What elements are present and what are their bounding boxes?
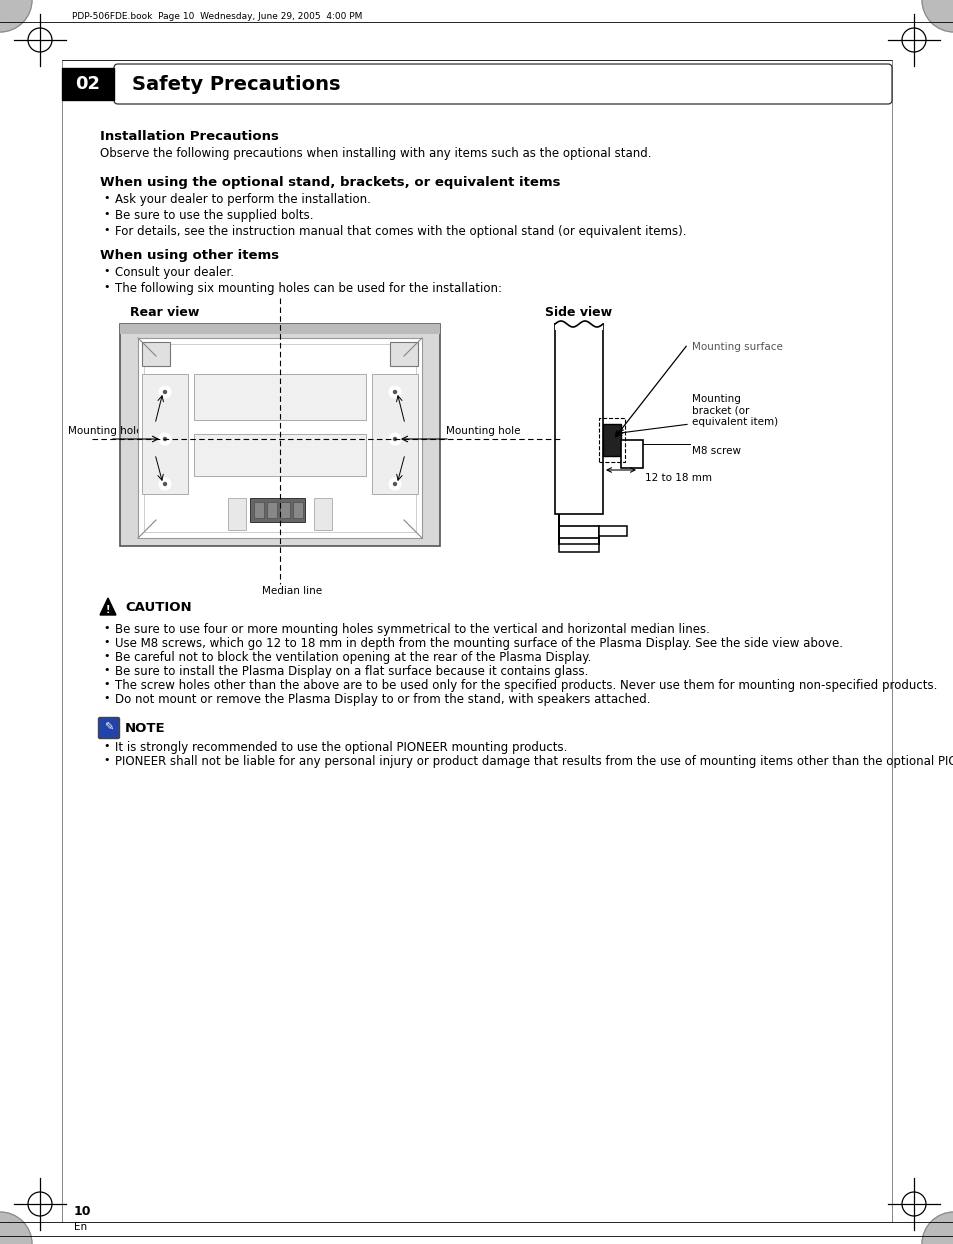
Bar (228, 498, 246, 530)
Circle shape (163, 483, 167, 485)
Text: Median line: Median line (262, 586, 322, 596)
Text: Rear view: Rear view (130, 306, 199, 318)
Circle shape (389, 433, 400, 445)
Circle shape (163, 438, 167, 440)
Bar (390, 342, 417, 366)
Circle shape (389, 478, 400, 490)
Text: PDP-506FDE.book  Page 10  Wednesday, June 29, 2005  4:00 PM: PDP-506FDE.book Page 10 Wednesday, June … (71, 12, 362, 21)
Text: •: • (103, 282, 110, 292)
Text: En: En (74, 1222, 87, 1232)
Text: Mounting hole: Mounting hole (68, 425, 142, 435)
Circle shape (393, 483, 396, 485)
Text: Be sure to use four or more mounting holes symmetrical to the vertical and horiz: Be sure to use four or more mounting hol… (115, 623, 709, 636)
FancyBboxPatch shape (113, 63, 891, 104)
Circle shape (0, 1212, 32, 1244)
Bar (314, 498, 332, 530)
Circle shape (159, 386, 171, 398)
Text: Median line: Median line (563, 425, 623, 435)
Text: Be careful not to block the ventilation opening at the rear of the Plasma Displa: Be careful not to block the ventilation … (115, 651, 591, 664)
Circle shape (389, 386, 400, 398)
Bar (555, 320, 602, 330)
Text: Plasma
Display: Plasma Display (558, 393, 598, 414)
Bar (120, 323, 439, 546)
Bar (293, 503, 303, 518)
Text: Installation Precautions: Installation Precautions (100, 131, 278, 143)
Circle shape (393, 391, 396, 393)
Bar (598, 418, 624, 462)
Text: •: • (103, 225, 110, 235)
Circle shape (0, 0, 32, 32)
Bar (193, 374, 366, 420)
Text: Use M8 screws, which go 12 to 18 mm in depth from the mounting surface of the Pl: Use M8 screws, which go 12 to 18 mm in d… (115, 637, 842, 651)
Text: ✎: ✎ (104, 723, 113, 733)
Bar (193, 434, 366, 476)
Text: •: • (103, 209, 110, 219)
Text: •: • (103, 637, 110, 647)
Bar (620, 440, 642, 468)
Text: •: • (103, 651, 110, 661)
Text: •: • (103, 741, 110, 751)
Bar (142, 374, 188, 494)
Text: Consult your dealer.: Consult your dealer. (115, 266, 233, 279)
Text: PIONEER shall not be liable for any personal injury or product damage that resul: PIONEER shall not be liable for any pers… (115, 755, 953, 768)
Circle shape (393, 438, 396, 440)
Text: Mounting hole: Mounting hole (446, 425, 520, 435)
Text: •: • (103, 755, 110, 765)
Text: When using other items: When using other items (100, 249, 279, 262)
Text: It is strongly recommended to use the optional PIONEER mounting products.: It is strongly recommended to use the op… (115, 741, 567, 754)
Text: NOTE: NOTE (125, 722, 166, 735)
FancyBboxPatch shape (98, 718, 119, 739)
Circle shape (163, 391, 167, 393)
Text: CAUTION: CAUTION (125, 601, 192, 615)
Text: !: ! (106, 605, 111, 615)
Bar (144, 345, 416, 532)
Text: The screw holes other than the above are to be used only for the specified produ: The screw holes other than the above are… (115, 679, 937, 692)
Text: Safety Precautions: Safety Precautions (132, 75, 340, 93)
Bar (138, 338, 421, 537)
Circle shape (921, 0, 953, 32)
Text: •: • (103, 193, 110, 203)
Text: Observe the following precautions when installing with any items such as the opt: Observe the following precautions when i… (100, 147, 651, 160)
Bar (558, 526, 598, 537)
Text: Side view: Side view (544, 306, 612, 318)
Text: 12 to 18 mm: 12 to 18 mm (644, 473, 711, 483)
Text: Ask your dealer to perform the installation.: Ask your dealer to perform the installat… (115, 193, 371, 207)
Text: Be sure to use the supplied bolts.: Be sure to use the supplied bolts. (115, 209, 314, 221)
Text: The following six mounting holes can be used for the installation:: The following six mounting holes can be … (115, 282, 501, 295)
Text: •: • (103, 266, 110, 276)
Text: Mounting surface: Mounting surface (691, 342, 782, 352)
Text: 02: 02 (75, 75, 100, 93)
Circle shape (159, 433, 171, 445)
Bar (280, 503, 290, 518)
Polygon shape (558, 514, 626, 552)
Text: When using the optional stand, brackets, or equivalent items: When using the optional stand, brackets,… (100, 175, 560, 189)
Bar (120, 323, 439, 333)
Circle shape (159, 478, 171, 490)
Text: •: • (103, 679, 110, 689)
Bar (142, 342, 170, 366)
Text: •: • (103, 666, 110, 675)
Text: M8 screw: M8 screw (691, 447, 740, 457)
Text: Be sure to install the Plasma Display on a flat surface because it contains glas: Be sure to install the Plasma Display on… (115, 666, 588, 678)
Text: 10: 10 (74, 1205, 91, 1218)
Bar (372, 374, 417, 494)
Text: •: • (103, 623, 110, 633)
Bar (250, 498, 305, 522)
Polygon shape (100, 598, 116, 615)
Text: For details, see the instruction manual that comes with the optional stand (or e: For details, see the instruction manual … (115, 225, 686, 238)
Bar (267, 503, 276, 518)
Bar (62, 68, 113, 100)
Circle shape (921, 1212, 953, 1244)
Text: •: • (103, 693, 110, 703)
Bar (555, 323, 602, 514)
Bar (253, 503, 264, 518)
Bar (602, 424, 620, 457)
Text: Mounting
bracket (or
equivalent item): Mounting bracket (or equivalent item) (691, 394, 778, 427)
Text: Do not mount or remove the Plasma Display to or from the stand, with speakers at: Do not mount or remove the Plasma Displa… (115, 693, 650, 707)
